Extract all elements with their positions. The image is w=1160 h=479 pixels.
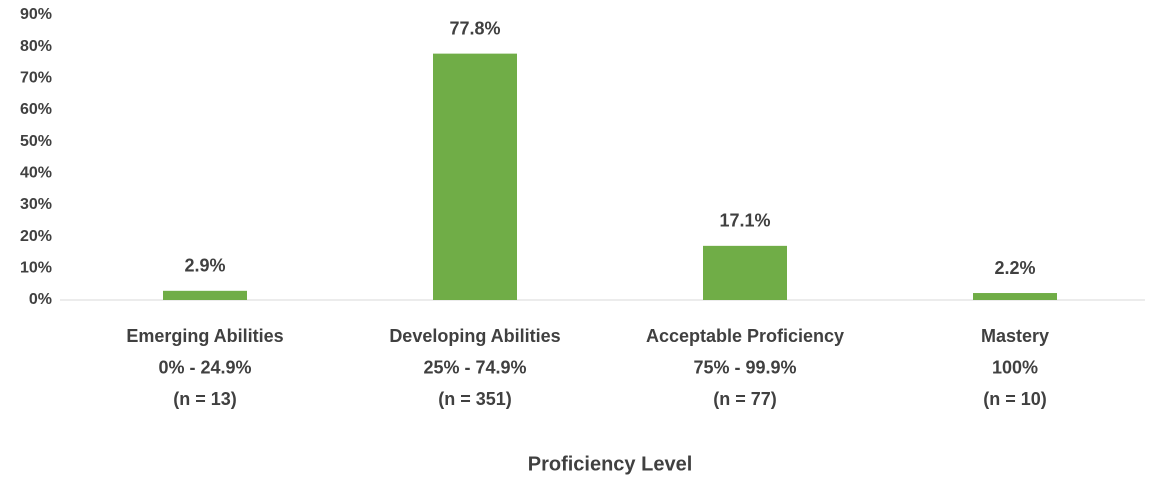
y-tick-label: 80% (20, 38, 52, 55)
bar (433, 53, 517, 301)
x-tick-label: (n = 13) (173, 389, 237, 409)
x-tick-label: Emerging Abilities (126, 326, 283, 346)
x-tick-label: 0% - 24.9% (158, 357, 251, 377)
x-tick-label: 25% - 74.9% (423, 357, 526, 377)
data-label: 2.9% (184, 256, 225, 276)
x-tick-label: (n = 351) (438, 389, 512, 409)
x-tick-label: Acceptable Proficiency (646, 326, 844, 346)
x-tick-label: 100% (992, 357, 1038, 377)
x-tick-label: Developing Abilities (389, 326, 560, 346)
bar (973, 293, 1057, 300)
y-tick-label: 90% (20, 6, 52, 23)
x-axis-title: Proficiency Level (528, 453, 693, 475)
data-label: 77.8% (449, 18, 500, 38)
x-tick-label: 75% - 99.9% (693, 357, 796, 377)
y-tick-label: 50% (20, 133, 52, 150)
y-tick-label: 40% (20, 165, 52, 182)
bar (163, 290, 247, 300)
data-label: 2.2% (994, 258, 1035, 278)
bar (703, 245, 787, 300)
y-tick-label: 0% (29, 291, 52, 308)
x-tick-label: (n = 10) (983, 389, 1047, 409)
y-tick-label: 30% (20, 196, 52, 213)
y-tick-label: 60% (20, 101, 52, 118)
y-tick-label: 10% (20, 260, 52, 277)
y-tick-label: 20% (20, 228, 52, 245)
x-tick-label: (n = 77) (713, 389, 777, 409)
data-label: 17.1% (719, 211, 770, 231)
x-tick-label: Mastery (981, 326, 1049, 346)
y-tick-label: 70% (20, 70, 52, 87)
